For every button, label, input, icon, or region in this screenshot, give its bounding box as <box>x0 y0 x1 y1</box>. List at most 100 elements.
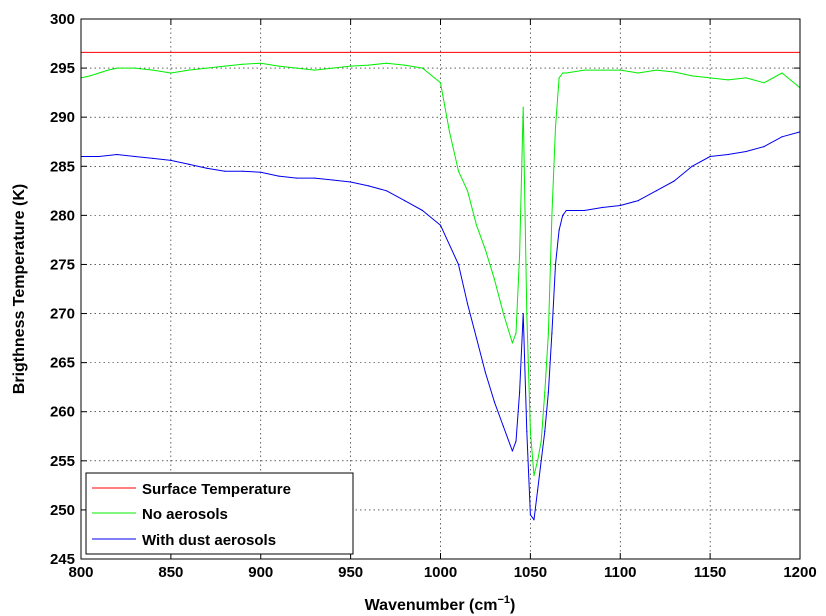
data-point-with-dust-aerosols <box>540 460 542 462</box>
data-point-no-aerosols <box>781 72 783 74</box>
data-point-with-dust-aerosols <box>536 489 539 491</box>
data-point-with-dust-aerosols <box>547 391 549 393</box>
data-point-with-dust-aerosols <box>350 181 352 183</box>
x-axis-label: Wavenumber (cm−1) <box>365 594 516 614</box>
data-point-with-dust-aerosols <box>457 263 460 266</box>
series-line-with-dust-aerosols <box>81 131 801 521</box>
data-point-no-aerosols <box>421 67 424 69</box>
data-point-with-dust-aerosols <box>152 157 154 160</box>
data-point-no-aerosols <box>350 65 352 67</box>
x-tick-label: 950 <box>338 564 363 581</box>
data-point-no-aerosols <box>152 69 154 71</box>
y-tick-label: 300 <box>50 11 75 28</box>
data-point-with-dust-aerosols <box>655 190 657 192</box>
data-point-with-dust-aerosols <box>529 514 531 516</box>
data-point-with-dust-aerosols <box>134 155 136 158</box>
data-point-with-dust-aerosols <box>332 179 334 181</box>
data-point-no-aerosols <box>493 278 496 280</box>
data-point-no-aerosols <box>466 190 469 192</box>
data-point-no-aerosols <box>502 312 505 315</box>
data-point-no-aerosols <box>368 64 370 66</box>
y-tick-label: 295 <box>50 60 75 77</box>
data-point-no-aerosols <box>745 77 747 79</box>
data-point-with-dust-aerosols <box>206 167 208 169</box>
y-tick-label: 280 <box>50 207 75 224</box>
data-point-no-aerosols <box>515 332 517 334</box>
data-point-no-aerosols <box>522 106 524 108</box>
data-point-no-aerosols <box>260 62 262 64</box>
y-tick-label: 260 <box>50 404 75 421</box>
x-tick-label: 1000 <box>424 564 457 581</box>
data-point-with-dust-aerosols <box>296 177 298 179</box>
y-axis-label: Brigthness Temperature (K) <box>11 184 28 394</box>
data-point-with-dust-aerosols <box>466 303 469 305</box>
data-point-with-dust-aerosols <box>745 150 747 153</box>
data-point-no-aerosols <box>673 71 675 73</box>
data-point-with-dust-aerosols <box>562 214 564 216</box>
data-point-no-aerosols <box>554 126 557 128</box>
data-point-no-aerosols <box>565 72 567 74</box>
data-point-no-aerosols <box>89 75 91 77</box>
data-point-no-aerosols <box>107 69 109 71</box>
data-point-with-dust-aerosols <box>565 209 567 212</box>
data-point-no-aerosols <box>637 72 639 74</box>
x-tick-labels: 800 850 900 950 1000 1050 1100 1150 1200 <box>68 564 816 581</box>
data-point-with-dust-aerosols <box>544 430 546 432</box>
data-point-no-aerosols <box>655 69 657 71</box>
data-point-with-dust-aerosols <box>403 200 406 202</box>
data-point-with-dust-aerosols <box>558 229 560 231</box>
data-point-no-aerosols <box>332 67 334 69</box>
data-point-with-dust-aerosols <box>493 401 496 403</box>
data-point-with-dust-aerosols <box>691 165 693 167</box>
data-point-with-dust-aerosols <box>763 146 765 148</box>
data-point-with-dust-aerosols <box>554 263 557 266</box>
data-point-with-dust-aerosols <box>511 450 513 452</box>
data-point-no-aerosols <box>439 82 442 84</box>
data-point-no-aerosols <box>533 474 535 477</box>
data-point-no-aerosols <box>551 214 553 216</box>
data-point-with-dust-aerosols <box>551 332 553 334</box>
legend-label-no-aerosols: No aerosols <box>142 506 228 523</box>
data-point-no-aerosols <box>448 131 451 133</box>
y-tick-label: 270 <box>50 306 75 323</box>
data-point-no-aerosols <box>206 67 208 69</box>
data-point-with-dust-aerosols <box>475 337 478 339</box>
data-point-with-dust-aerosols <box>242 170 244 172</box>
y-tick-label: 290 <box>50 109 75 126</box>
legend-label-surface-temperature: Surface Temperature <box>142 481 291 498</box>
data-point-with-dust-aerosols <box>116 153 118 156</box>
data-point-no-aerosols <box>475 224 478 226</box>
data-point-with-dust-aerosols <box>583 209 585 212</box>
y-tick-label: 250 <box>50 502 75 519</box>
data-point-with-dust-aerosols <box>170 159 172 161</box>
data-point-no-aerosols <box>224 65 226 67</box>
data-point-no-aerosols <box>242 63 244 65</box>
legend-label-with-dust-aerosols: With dust aerosols <box>142 532 276 549</box>
data-point-no-aerosols <box>511 342 513 344</box>
data-point-no-aerosols <box>170 72 172 74</box>
data-point-with-dust-aerosols <box>533 519 535 521</box>
x-tick-label: 1100 <box>604 564 637 581</box>
y-tick-labels: 245 250 255 260 265 270 275 280 285 290 295 300 <box>50 11 75 568</box>
data-point-with-dust-aerosols <box>673 180 675 182</box>
data-point-no-aerosols <box>544 391 546 393</box>
x-tick-label: 900 <box>248 564 273 581</box>
y-tick-label: 245 <box>50 551 75 568</box>
data-point-no-aerosols <box>296 67 298 69</box>
data-point-no-aerosols <box>314 69 316 71</box>
y-tick-label: 275 <box>50 256 75 273</box>
data-point-with-dust-aerosols <box>727 153 729 156</box>
data-point-no-aerosols <box>526 312 528 315</box>
grid-lines <box>81 19 800 559</box>
data-point-no-aerosols <box>529 430 531 432</box>
data-point-no-aerosols <box>583 69 585 71</box>
data-point-no-aerosols <box>484 249 487 251</box>
data-point-no-aerosols <box>558 77 560 79</box>
series-group <box>80 51 801 521</box>
data-point-with-dust-aerosols <box>781 136 783 138</box>
data-point-with-dust-aerosols <box>601 206 603 209</box>
x-tick-label: 1050 <box>514 564 547 581</box>
data-point-no-aerosols <box>403 64 406 66</box>
data-point-with-dust-aerosols <box>526 430 528 432</box>
